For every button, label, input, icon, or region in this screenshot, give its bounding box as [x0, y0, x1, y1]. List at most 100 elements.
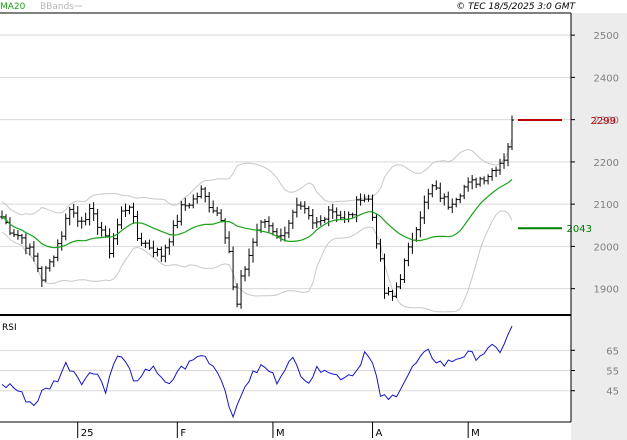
price-bar: [67, 207, 72, 226]
price-bar: [314, 217, 319, 228]
price-bar: [187, 202, 192, 209]
price-bar: [430, 183, 435, 198]
price-bar: [47, 259, 52, 272]
price-bar: [390, 289, 395, 301]
price-bar: [438, 182, 443, 203]
y-axis-ticks: 1900 2000 2100 2200 2300 2400 2500 45 55 65: [571, 31, 619, 398]
price-y-tick-label: 2000: [594, 242, 619, 253]
price-bar: [330, 203, 335, 219]
price-bar: [306, 206, 311, 220]
price-bar: [55, 239, 60, 262]
rsi-line-group: [1, 325, 513, 419]
x-tick-label: F: [180, 428, 186, 439]
price-bar: [494, 166, 499, 177]
copyright-text: © TEC 18/5/2025 3:0 GMT: [456, 2, 576, 12]
price-y-tick-label: 2500: [594, 31, 619, 42]
price-bar: [203, 187, 208, 203]
price-bar: [470, 175, 475, 190]
price-bar: [466, 177, 471, 192]
price-bar: [27, 243, 32, 256]
price-bar: [99, 221, 104, 237]
price-bar: [406, 242, 411, 267]
price-bar: [426, 188, 431, 210]
ma20-line: [1, 179, 513, 249]
price-bar: [71, 203, 76, 218]
price-bar: [282, 226, 287, 242]
price-bar: [366, 194, 371, 202]
price-y-tick-label: 2400: [594, 73, 619, 84]
price-bar: [215, 206, 220, 217]
marker-label: 2299: [591, 116, 616, 127]
rsi-panel-title: RSI: [2, 323, 17, 333]
price-bar: [75, 206, 80, 227]
price-bar: [478, 176, 483, 187]
price-bar: [442, 193, 447, 206]
price-bar: [310, 209, 315, 230]
rsi-y-tick-label: 45: [606, 387, 619, 398]
price-bar: [23, 233, 28, 255]
price-bar: [422, 195, 427, 225]
price-bar: [79, 216, 84, 229]
price-bar: [450, 198, 455, 214]
bbands-upper-line: [1, 138, 513, 216]
price-bar: [87, 203, 92, 226]
ma20-line-group: [1, 179, 513, 249]
price-bar: [119, 206, 124, 230]
price-bar: [183, 197, 188, 211]
price-bar: [251, 238, 256, 263]
price-bar: [498, 158, 503, 175]
x-tick-label: A: [376, 428, 383, 439]
price-bar: [31, 241, 36, 262]
price-bar: [63, 213, 68, 241]
price-y-tick-label: 2300: [594, 116, 619, 127]
price-bar: [147, 239, 152, 250]
price-bar: [135, 210, 140, 242]
marker-label: 2043: [567, 224, 592, 235]
price-y-tick-label: 2200: [594, 158, 619, 169]
price-bar: [394, 282, 399, 298]
price-bar: [95, 208, 100, 235]
price-y-tick-label: 2100: [594, 200, 619, 211]
price-bar: [362, 194, 367, 203]
price-bar: [59, 231, 64, 251]
price-bar: [219, 209, 224, 223]
price-bar: [227, 231, 232, 254]
price-bar: [370, 194, 375, 221]
ma20-legend-label: MA20: [0, 2, 26, 12]
rsi-y-tick-label: 55: [606, 367, 619, 378]
price-bar: [175, 214, 180, 229]
price-bar: [39, 266, 44, 287]
price-bar: [474, 177, 479, 188]
price-bar: [123, 203, 128, 217]
price-bar: [143, 240, 148, 249]
price-bar: [139, 232, 144, 246]
x-tick-label: M: [471, 428, 480, 439]
bbands-lower-line: [1, 210, 513, 313]
price-bar: [127, 205, 132, 215]
price-bar: [131, 202, 136, 225]
price-bar: [434, 180, 439, 191]
price-bar: [231, 246, 236, 291]
price-bar: [211, 200, 216, 214]
x-axis-ticks: 25 F M A M: [77, 422, 480, 439]
price-bar: [111, 233, 116, 258]
bbands-legend-label: BBands: [40, 2, 74, 12]
price-bar: [207, 191, 212, 213]
price-bar: [354, 196, 359, 223]
price-bar: [358, 193, 363, 206]
bollinger-bands: [1, 138, 513, 313]
price-bar: [199, 185, 204, 199]
price-bar: [239, 269, 244, 309]
price-bar: [286, 219, 291, 239]
price-bar: [266, 216, 271, 234]
price-gridlines: [0, 34, 571, 290]
price-bar: [318, 215, 323, 226]
price-bar: [374, 214, 379, 249]
price-bar: [83, 212, 88, 226]
price-bar: [103, 225, 108, 238]
price-bar: [171, 220, 176, 246]
price-bar: [155, 247, 160, 257]
price-bar: [298, 201, 303, 210]
